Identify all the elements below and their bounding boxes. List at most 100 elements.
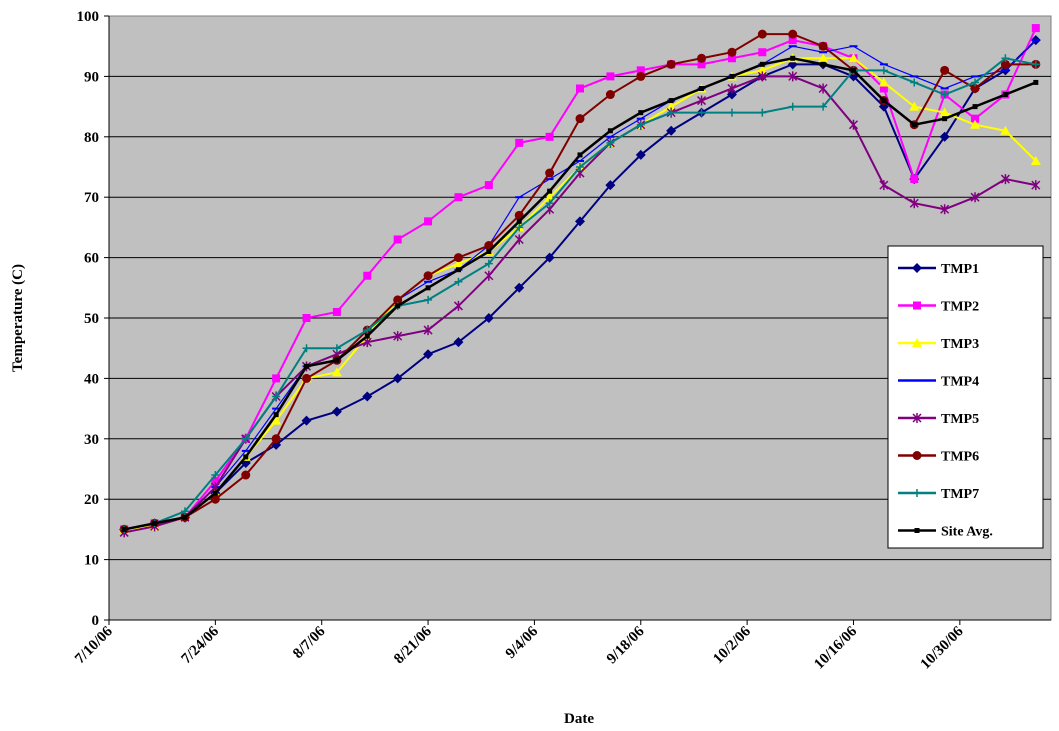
- y-tick-label: 80: [84, 130, 99, 146]
- y-tick-label: 40: [84, 371, 99, 387]
- data-point-tmp7: [332, 344, 341, 353]
- data-point-tmp3: [818, 53, 829, 63]
- x-tick-label: 7/24/06: [178, 623, 222, 667]
- legend-marker: [912, 263, 922, 273]
- legend-label: TMP6: [941, 450, 979, 465]
- data-point-tmp7: [758, 108, 767, 117]
- legend-label: TMP5: [941, 412, 979, 427]
- x-tick-label: 10/2/06: [710, 623, 754, 667]
- data-point-tmp1: [483, 313, 494, 323]
- y-tick-label: 10: [84, 553, 99, 569]
- data-point-tmp5: [757, 71, 767, 82]
- data-point-tmp2: [697, 60, 706, 69]
- data-point-tmp1: [635, 149, 646, 160]
- data-point-tmp7: [1001, 54, 1010, 63]
- x-axis: 7/10/06 7/24/06 8/7/06 8/21/06 9/4/06 9/18/06…: [72, 619, 1051, 673]
- data-point-site-avg: [881, 98, 887, 104]
- y-tick-label: 60: [84, 251, 99, 267]
- data-point-tmp2: [272, 374, 281, 383]
- data-point-tmp2: [576, 84, 584, 93]
- series-group: [119, 24, 1041, 538]
- data-point-tmp7: [819, 102, 828, 111]
- legend-box: [887, 245, 1044, 549]
- y-tick-label: 30: [84, 432, 99, 448]
- data-point-site-avg: [790, 55, 796, 61]
- data-point-tmp5: [788, 71, 798, 82]
- data-point-tmp7: [940, 90, 949, 99]
- legend-item: Site Avg.: [898, 525, 993, 540]
- data-point-tmp5: [879, 180, 889, 191]
- data-point-tmp6: [393, 295, 403, 305]
- x-axis-title: Date: [564, 711, 594, 727]
- data-point-tmp1: [362, 391, 373, 402]
- legend-marker: [914, 528, 920, 533]
- data-point-site-avg: [911, 122, 917, 128]
- data-point-tmp7: [272, 392, 281, 401]
- data-point-site-avg: [152, 520, 158, 526]
- data-point-site-avg: [212, 490, 218, 496]
- data-point-tmp2: [545, 132, 554, 141]
- y-tick-label: 20: [84, 492, 99, 508]
- data-point-tmp7: [667, 108, 676, 117]
- data-point-tmp6: [271, 434, 281, 444]
- legend-item: TMP6: [898, 450, 979, 465]
- data-point-tmp3: [970, 119, 981, 129]
- data-point-tmp7: [180, 507, 189, 516]
- data-point-tmp5: [697, 95, 707, 106]
- data-point-tmp5: [848, 119, 859, 130]
- data-point-tmp2: [515, 138, 524, 147]
- data-point-tmp5: [484, 270, 494, 281]
- data-point-tmp7: [727, 108, 736, 117]
- data-point-tmp7: [910, 78, 919, 87]
- data-point-tmp6: [605, 90, 615, 100]
- data-point-site-avg: [668, 98, 674, 104]
- legend-label: TMP1: [941, 262, 979, 277]
- data-point-tmp6: [818, 41, 828, 51]
- data-point-tmp7: [424, 295, 433, 304]
- data-point-tmp6: [453, 253, 463, 263]
- legend-marker: [912, 338, 922, 347]
- data-point-tmp2: [393, 235, 402, 244]
- legend-marker: [913, 489, 921, 497]
- data-point-tmp3: [878, 77, 889, 87]
- data-point-tmp6: [697, 53, 707, 63]
- y-tick-label: 90: [84, 69, 99, 85]
- legend-marker: [912, 451, 922, 460]
- data-point-site-avg: [699, 85, 705, 91]
- data-point-tmp6: [1000, 59, 1010, 69]
- data-point-tmp1: [423, 349, 434, 360]
- data-point-tmp1: [331, 406, 342, 417]
- data-point-site-avg: [607, 128, 613, 134]
- data-point-tmp2: [636, 66, 645, 75]
- legend-label: TMP4: [941, 375, 979, 390]
- y-axis: 0 10 20 30 40 50 60 70 80 90 100: [77, 9, 110, 629]
- x-tick-label: 10/30/06: [918, 623, 967, 672]
- data-point-tmp7: [576, 163, 584, 171]
- data-point-site-avg: [547, 188, 553, 194]
- data-point-tmp7: [241, 434, 250, 443]
- data-point-site-avg: [1033, 79, 1039, 85]
- data-point-tmp7: [788, 102, 797, 111]
- data-point-site-avg: [972, 104, 978, 110]
- data-point-tmp2: [879, 84, 888, 93]
- data-point-tmp5: [970, 192, 980, 203]
- data-point-tmp3: [453, 258, 464, 268]
- x-tick-label: 9/4/06: [503, 623, 542, 662]
- data-point-tmp5: [514, 234, 524, 245]
- y-tick-label: 100: [77, 9, 100, 25]
- data-point-tmp2: [302, 314, 311, 322]
- data-point-tmp1: [666, 125, 677, 136]
- data-point-site-avg: [455, 267, 461, 273]
- data-point-tmp3: [1030, 155, 1041, 165]
- data-point-tmp6: [757, 29, 767, 39]
- data-point-site-avg: [820, 61, 826, 67]
- data-point-site-avg: [364, 333, 370, 339]
- series-site-avg: [121, 55, 1039, 532]
- data-point-tmp2: [1031, 24, 1040, 33]
- legend-label: TMP3: [941, 337, 979, 352]
- data-point-tmp1: [605, 180, 616, 191]
- data-point-tmp7: [484, 259, 493, 268]
- data-point-tmp6: [302, 373, 312, 383]
- y-tick-label: 70: [84, 190, 99, 206]
- x-tick-label: 9/18/06: [604, 623, 648, 667]
